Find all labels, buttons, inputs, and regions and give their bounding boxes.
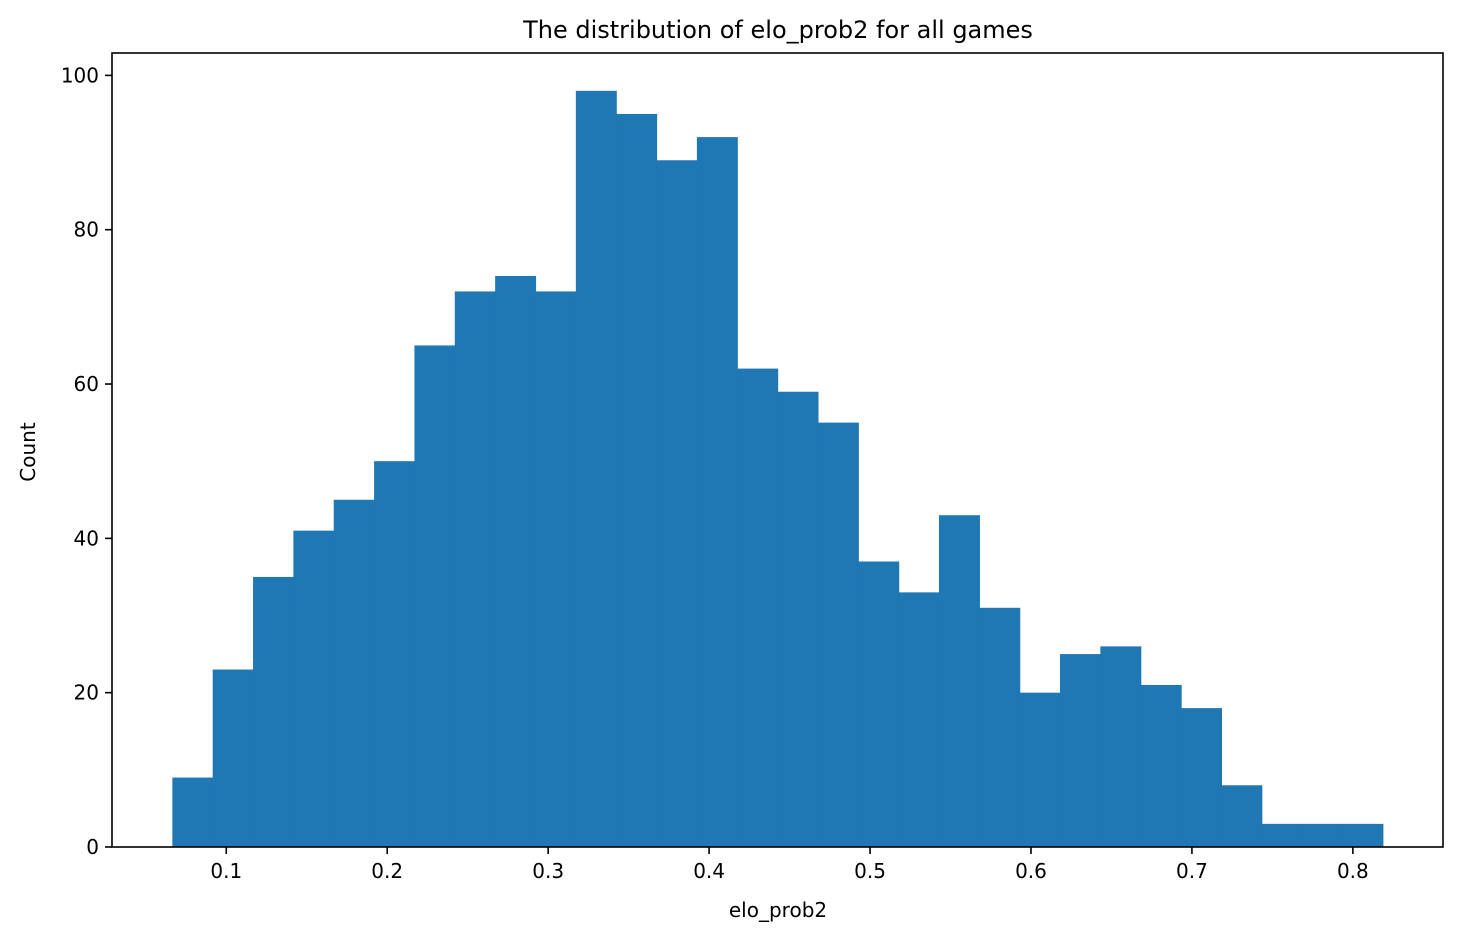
histogram-bar: [253, 576, 294, 847]
x-tick-label: 0.4: [693, 859, 725, 883]
histogram-bar: [898, 592, 940, 847]
histogram-bar: [1181, 708, 1223, 847]
y-tick-label: 40: [74, 526, 99, 550]
histogram-bar: [1140, 684, 1182, 847]
x-tick-label: 0.5: [854, 859, 886, 883]
histogram-bar: [575, 90, 617, 848]
x-tick-label: 0.3: [532, 859, 564, 883]
histogram-bar: [938, 515, 980, 847]
y-axis-label: Count: [16, 422, 40, 482]
histogram-bar: [817, 422, 859, 847]
histogram-bar: [1060, 654, 1101, 847]
histogram-bar: [777, 391, 819, 847]
histogram-bar: [374, 461, 416, 847]
histogram-bar: [1342, 823, 1384, 847]
chart-title: The distribution of elo_prob2 for all ga…: [522, 16, 1033, 44]
histogram-bar: [1019, 692, 1061, 847]
x-tick-label: 0.8: [1337, 859, 1369, 883]
histogram-bar: [172, 777, 214, 847]
histogram-bar: [979, 607, 1021, 847]
histogram-bar: [414, 345, 456, 847]
histogram-bar: [212, 669, 254, 847]
histogram-bar: [1302, 823, 1344, 847]
y-axis-ticks: 0 20 40 60 80 100: [61, 63, 112, 859]
histogram-bar: [656, 160, 698, 847]
x-axis-ticks: 0.1 0.2 0.3 0.4 0.5 0.6 0.7 0.8: [210, 847, 1369, 883]
histogram-bar: [858, 561, 900, 847]
histogram-bar: [1221, 785, 1263, 847]
y-tick-label: 80: [74, 218, 99, 242]
x-tick-label: 0.1: [210, 859, 242, 883]
y-tick-label: 100: [61, 63, 99, 87]
y-tick-label: 0: [86, 835, 99, 859]
histogram-bar: [333, 499, 375, 847]
plot-frame: [111, 52, 1444, 848]
histogram-bar: [454, 291, 496, 847]
histogram-bar: [696, 137, 738, 847]
histogram-bar: [737, 368, 779, 847]
y-tick-label: 60: [74, 372, 99, 396]
x-axis-label: elo_prob2: [729, 898, 827, 922]
x-tick-label: 0.7: [1176, 859, 1208, 883]
histogram-bar: [535, 291, 577, 847]
histogram-bar: [1100, 646, 1142, 847]
histogram-bar: [1261, 823, 1303, 847]
y-tick-label: 20: [74, 681, 99, 705]
bars-group: [172, 90, 1384, 848]
histogram-bar: [616, 113, 658, 848]
x-tick-label: 0.2: [371, 859, 403, 883]
histogram-bar: [293, 530, 335, 847]
histogram-bar: [495, 275, 537, 847]
x-tick-label: 0.6: [1015, 859, 1047, 883]
